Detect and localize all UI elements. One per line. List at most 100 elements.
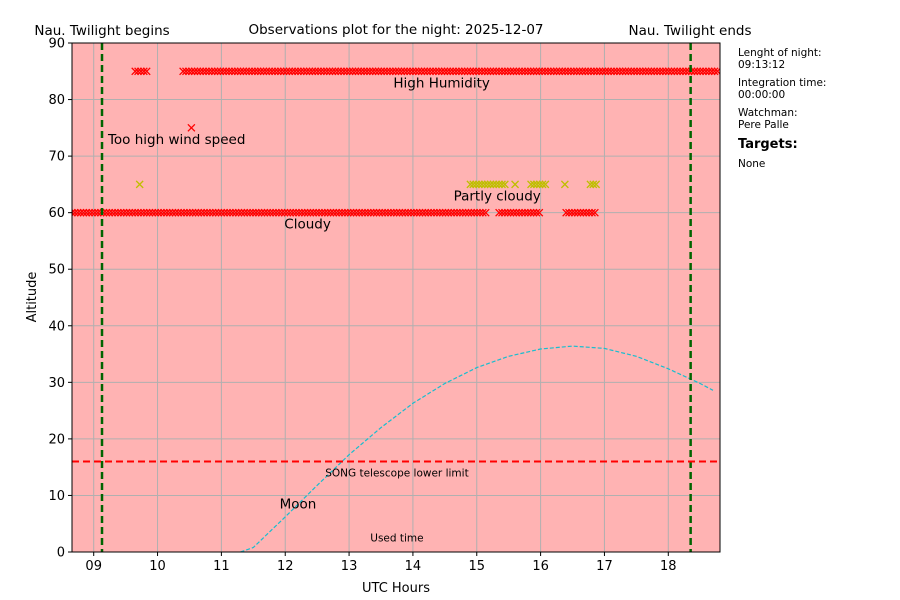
- marker-cloudy: [211, 208, 220, 217]
- marker-cloudy: [286, 208, 295, 217]
- marker-cloudy: [375, 208, 384, 217]
- marker-high-humidity: [618, 67, 627, 76]
- marker-high-humidity: [383, 67, 392, 76]
- marker-cloudy: [251, 208, 260, 217]
- marker-cloudy: [381, 208, 390, 217]
- x-tick-label: 14: [405, 559, 422, 574]
- marker-cloudy: [526, 208, 535, 217]
- marker-cloudy: [447, 208, 456, 217]
- night-length: Lenght of night: 09:13:12: [738, 47, 822, 71]
- marker-high-humidity: [543, 67, 552, 76]
- marker-cloudy: [498, 208, 506, 217]
- marker-high-humidity: [207, 67, 216, 76]
- marker-high-humidity: [707, 67, 716, 76]
- y-tick-label: 10: [48, 489, 65, 504]
- marker-high-humidity: [595, 67, 604, 76]
- marker-cloudy: [93, 208, 102, 217]
- marker-cloudy: [346, 208, 355, 217]
- marker-cloudy: [444, 208, 453, 217]
- y-tick-label: 0: [57, 546, 65, 561]
- reference-lines: [72, 43, 720, 552]
- marker-high-humidity: [604, 67, 613, 76]
- marker-high-humidity: [656, 67, 664, 76]
- marker-high-humidity: [443, 67, 452, 76]
- marker-cloudy: [475, 208, 484, 217]
- marker-cloudy: [515, 208, 524, 217]
- label-cloudy: Cloudy: [284, 217, 331, 233]
- marker-cloudy: [329, 208, 338, 217]
- marker-cloudy: [509, 208, 518, 217]
- marker-cloudy: [312, 208, 321, 217]
- series-high-humidity: [131, 67, 720, 76]
- marker-cloudy: [395, 208, 404, 217]
- marker-high-humidity: [265, 67, 274, 76]
- y-tick-label: 70: [48, 150, 65, 165]
- marker-cloudy: [478, 208, 487, 217]
- marker-high-humidity: [308, 67, 317, 76]
- marker-cloudy: [151, 208, 160, 217]
- marker-cloudy: [203, 208, 211, 217]
- marker-cloudy: [441, 208, 450, 217]
- marker-cloudy: [384, 208, 392, 217]
- marker-high-humidity: [317, 67, 325, 76]
- marker-cloudy: [412, 208, 421, 217]
- marker-cloudy: [461, 208, 470, 217]
- marker-high-humidity: [360, 67, 369, 76]
- marker-high-humidity: [328, 67, 337, 76]
- series-layer: [72, 67, 720, 217]
- y-tick-label: 20: [48, 432, 65, 447]
- marker-high-humidity: [227, 67, 236, 76]
- marker-high-humidity: [621, 67, 630, 76]
- marker-high-humidity: [334, 67, 343, 76]
- marker-high-humidity: [134, 67, 143, 76]
- marker-partly-cloudy: [535, 180, 544, 189]
- marker-cloudy: [438, 208, 447, 217]
- marker-high-humidity: [589, 67, 598, 76]
- marker-cloudy: [326, 208, 335, 217]
- marker-partly-cloudy: [486, 180, 495, 189]
- y-tick-label: 80: [48, 93, 65, 108]
- marker-cloudy: [576, 208, 585, 217]
- marker-partly-cloudy: [560, 180, 569, 189]
- marker-high-humidity: [633, 67, 641, 76]
- marker-partly-cloudy: [538, 180, 547, 189]
- marker-high-humidity: [233, 67, 242, 76]
- marker-high-humidity: [578, 67, 587, 76]
- marker-high-humidity: [357, 67, 366, 76]
- marker-high-humidity: [322, 67, 331, 76]
- marker-cloudy: [404, 208, 413, 217]
- marker-cloudy: [317, 208, 326, 217]
- x-tick-label: 16: [532, 559, 549, 574]
- marker-cloudy: [518, 208, 527, 217]
- marker-high-humidity: [374, 67, 383, 76]
- marker-cloudy: [481, 208, 490, 217]
- marker-high-humidity: [446, 67, 455, 76]
- marker-high-humidity: [552, 67, 561, 76]
- marker-partly-cloudy: [500, 180, 509, 189]
- marker-high-humidity: [607, 67, 616, 76]
- marker-high-humidity: [302, 67, 311, 76]
- marker-high-humidity: [230, 67, 239, 76]
- series-cloudy: [72, 208, 599, 217]
- marker-high-humidity: [271, 67, 279, 76]
- marker-high-humidity: [250, 67, 259, 76]
- marker-cloudy: [266, 208, 275, 217]
- marker-partly-cloudy: [586, 180, 595, 189]
- marker-high-humidity: [440, 67, 449, 76]
- marker-partly-cloudy: [135, 180, 144, 189]
- marker-cloudy: [191, 208, 200, 217]
- marker-high-humidity: [331, 67, 340, 76]
- marker-cloudy: [424, 208, 433, 217]
- marker-cloudy: [398, 208, 407, 217]
- marker-cloudy: [237, 208, 246, 217]
- marker-high-humidity: [259, 67, 268, 76]
- marker-partly-cloudy: [466, 180, 475, 189]
- x-tick-label: 09: [85, 559, 102, 574]
- marker-cloudy: [467, 208, 476, 217]
- marker-cloudy: [450, 208, 459, 217]
- series-partly-cloudy: [135, 180, 601, 189]
- marker-high-humidity: [377, 67, 386, 76]
- marker-high-humidity: [658, 67, 667, 76]
- marker-cloudy: [506, 208, 515, 217]
- marker-cloudy: [473, 208, 482, 217]
